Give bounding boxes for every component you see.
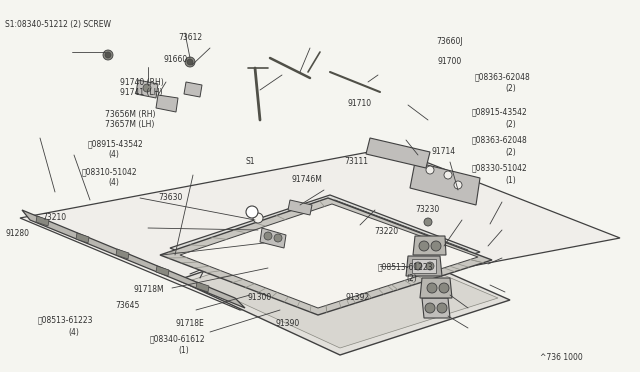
Text: Ⓝ08513-61223: Ⓝ08513-61223 — [38, 315, 93, 324]
Circle shape — [103, 50, 113, 60]
Circle shape — [444, 171, 452, 179]
Text: 91280: 91280 — [6, 230, 30, 238]
Circle shape — [246, 206, 258, 218]
Polygon shape — [22, 210, 245, 308]
Polygon shape — [413, 236, 446, 255]
Polygon shape — [185, 200, 468, 300]
Polygon shape — [76, 233, 89, 243]
Polygon shape — [412, 259, 436, 273]
Circle shape — [105, 52, 111, 58]
Polygon shape — [196, 282, 209, 292]
Text: 91392: 91392 — [345, 292, 369, 301]
Text: 73630: 73630 — [158, 192, 182, 202]
Polygon shape — [406, 256, 442, 276]
Text: 91710: 91710 — [348, 99, 372, 109]
Text: 73656M (RH): 73656M (RH) — [105, 109, 156, 119]
Text: 91714: 91714 — [432, 148, 456, 157]
Circle shape — [426, 262, 434, 270]
Text: (1): (1) — [178, 346, 189, 355]
Text: (2): (2) — [406, 273, 417, 282]
Circle shape — [454, 181, 462, 189]
Polygon shape — [180, 204, 478, 308]
Text: 91300: 91300 — [247, 292, 271, 301]
Text: (2): (2) — [505, 148, 516, 157]
Polygon shape — [366, 138, 430, 168]
Text: Ⓝ08310-51042: Ⓝ08310-51042 — [82, 167, 138, 176]
Circle shape — [427, 283, 437, 293]
Circle shape — [424, 218, 432, 226]
Text: S1: S1 — [245, 157, 255, 167]
Circle shape — [439, 283, 449, 293]
Text: 91718M: 91718M — [133, 285, 164, 295]
Text: (1): (1) — [505, 176, 516, 185]
Text: 73645: 73645 — [115, 301, 140, 310]
Text: 73210: 73210 — [42, 212, 66, 221]
Circle shape — [419, 241, 429, 251]
Text: (4): (4) — [68, 327, 79, 337]
Text: 91746M: 91746M — [292, 176, 323, 185]
Text: Ⓝ08513-61223: Ⓝ08513-61223 — [378, 263, 433, 272]
Circle shape — [274, 234, 282, 242]
Text: (4): (4) — [108, 177, 119, 186]
Text: 91741 (LH): 91741 (LH) — [120, 87, 163, 96]
Text: (2): (2) — [505, 84, 516, 93]
Circle shape — [253, 213, 263, 223]
Polygon shape — [178, 225, 510, 355]
Text: 91660: 91660 — [163, 55, 188, 64]
Polygon shape — [288, 200, 312, 215]
Circle shape — [143, 84, 151, 92]
Polygon shape — [36, 216, 49, 226]
Text: (2): (2) — [505, 119, 516, 128]
Text: (4): (4) — [108, 150, 119, 158]
Text: Ⓝ08363-62048: Ⓝ08363-62048 — [475, 73, 531, 81]
Text: 73657M (LH): 73657M (LH) — [105, 119, 154, 128]
Text: 91718E: 91718E — [175, 320, 204, 328]
Polygon shape — [160, 198, 492, 315]
Polygon shape — [410, 162, 480, 205]
Text: Ⓝ08340-61612: Ⓝ08340-61612 — [150, 334, 205, 343]
Polygon shape — [420, 278, 452, 298]
Polygon shape — [136, 80, 158, 98]
Polygon shape — [192, 232, 498, 348]
Text: 73612: 73612 — [178, 32, 202, 42]
Text: Ⓝ08330-51042: Ⓝ08330-51042 — [472, 164, 528, 173]
Polygon shape — [20, 148, 620, 310]
Text: 91700: 91700 — [438, 58, 462, 67]
Circle shape — [431, 241, 441, 251]
Text: 73220: 73220 — [374, 228, 398, 237]
Text: ⓜ08915-43542: ⓜ08915-43542 — [472, 108, 528, 116]
Polygon shape — [156, 266, 169, 276]
Polygon shape — [184, 82, 202, 97]
Circle shape — [437, 303, 447, 313]
Circle shape — [414, 262, 422, 270]
Polygon shape — [116, 249, 129, 259]
Text: ^736 1000: ^736 1000 — [540, 353, 583, 362]
Circle shape — [185, 57, 195, 67]
Polygon shape — [156, 95, 178, 112]
Circle shape — [187, 59, 193, 65]
Polygon shape — [422, 298, 450, 318]
Circle shape — [264, 232, 272, 240]
Text: 91390: 91390 — [276, 320, 300, 328]
Text: 91740 (RH): 91740 (RH) — [120, 77, 164, 87]
Text: 73111: 73111 — [344, 157, 368, 167]
Text: 73660J: 73660J — [436, 38, 463, 46]
Circle shape — [426, 166, 434, 174]
Text: Ⓝ08363-62048: Ⓝ08363-62048 — [472, 135, 528, 144]
Text: ⓜ08915-43542: ⓜ08915-43542 — [88, 140, 144, 148]
Polygon shape — [170, 195, 480, 305]
Circle shape — [425, 303, 435, 313]
Polygon shape — [260, 228, 286, 248]
Text: S1:08340-51212 (2) SCREW: S1:08340-51212 (2) SCREW — [5, 19, 111, 29]
Text: 73230: 73230 — [415, 205, 439, 215]
